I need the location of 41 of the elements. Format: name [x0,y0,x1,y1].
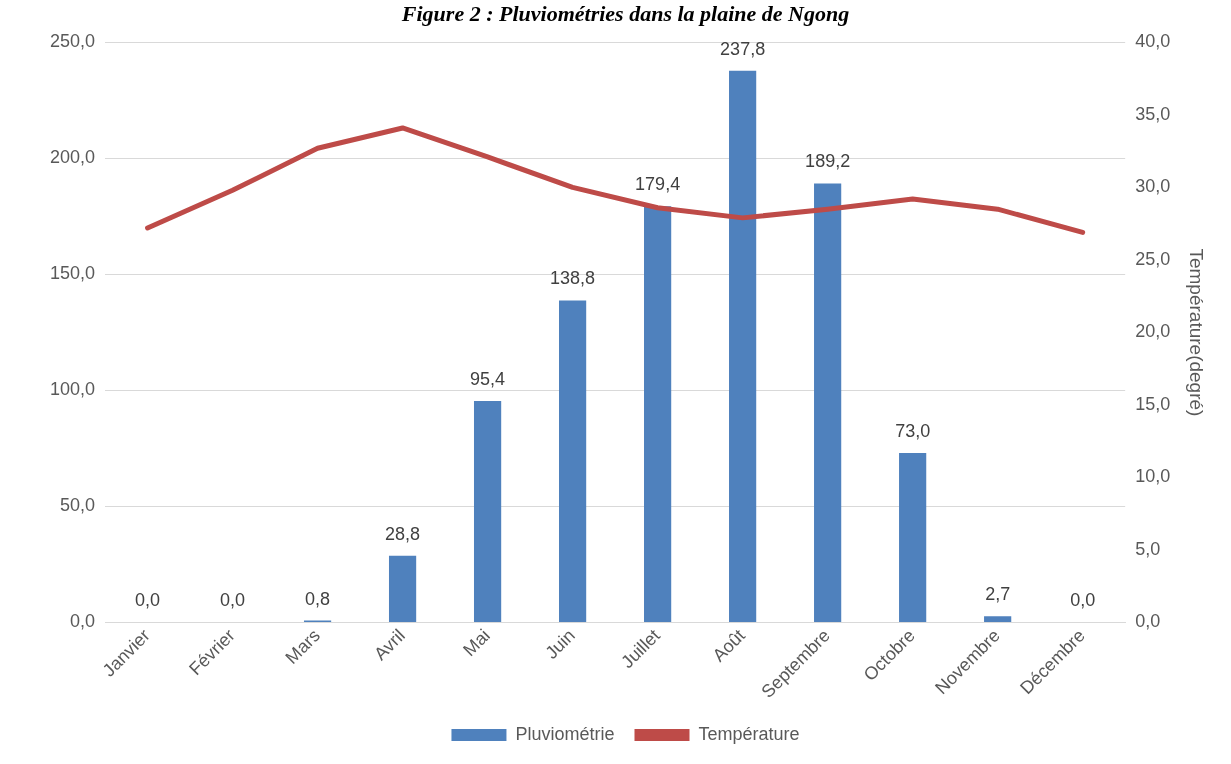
bar [473,401,502,622]
y2-tick-label: 20,0 [1135,321,1171,342]
y-tick-label: 150,0 [50,263,96,284]
data-label: 2,7 [985,584,1011,605]
bar [984,616,1012,622]
data-label: 73,0 [895,421,931,442]
y2-tick-label: 40,0 [1135,31,1171,52]
data-label: 138,8 [550,268,596,289]
y-tick-label: 250,0 [50,31,96,52]
y2-tick-label: 30,0 [1135,176,1171,197]
data-label: 189,2 [805,151,851,172]
data-label: 95,4 [470,369,506,390]
bar [559,300,587,622]
bar [644,206,672,622]
y2-tick-label: 10,0 [1135,466,1171,487]
y-tick-label: 50,0 [60,495,96,516]
y-tick-label: 100,0 [50,379,96,400]
y2-tick-label: 15,0 [1135,393,1171,414]
x-tick-label: Juin [541,625,579,663]
legend-label: Température [698,723,800,744]
y2-tick-label: 5,0 [1135,538,1161,559]
y2-tick-label: 35,0 [1135,103,1171,124]
y-tick-label: 0,0 [70,611,96,632]
chart-title: Figure 2 : Pluviométries dans la plaine de Ngong [400,0,850,26]
data-label: 179,4 [635,174,681,195]
data-label: 0,8 [305,588,331,609]
x-tick-label: Mai [459,625,494,660]
data-label: 0,0 [135,590,161,611]
y2-tick-label: 0,0 [1135,611,1161,632]
data-label: 28,8 [385,523,421,544]
bar [388,555,417,622]
data-label: 0,0 [220,590,246,611]
y2-tick-label: 25,0 [1135,248,1171,269]
legend-label: Pluviométrie [515,723,615,744]
data-label: 237,8 [720,38,766,59]
bar [814,183,842,622]
bar [899,453,927,622]
y2-axis-title: Température(degré) [1186,248,1208,417]
data-label: 0,0 [1070,590,1096,611]
y-tick-label: 200,0 [50,147,96,168]
bar [729,70,757,622]
